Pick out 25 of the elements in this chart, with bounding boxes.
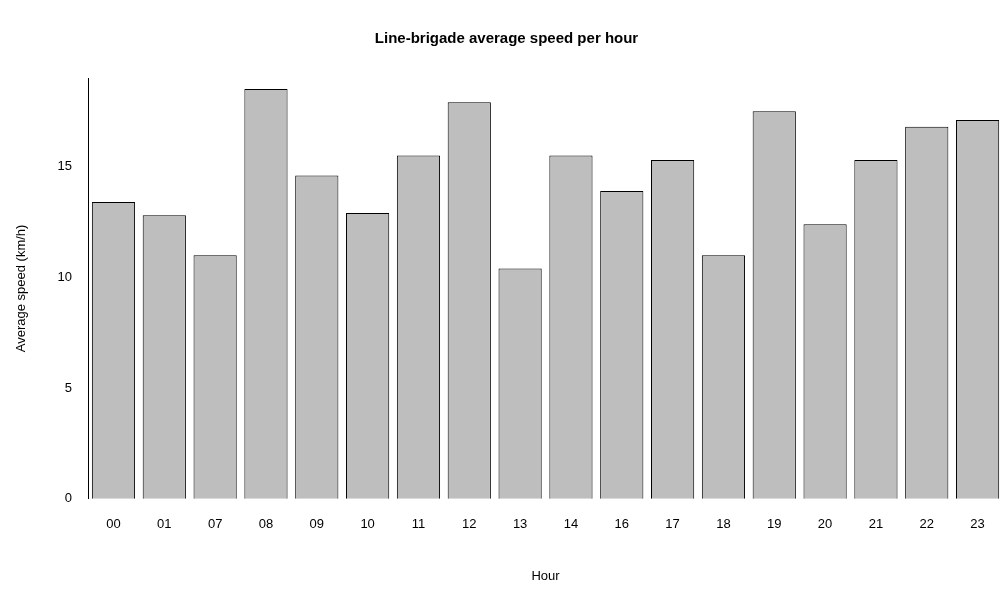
- x-tick-label: 00: [106, 516, 121, 532]
- x-tick-label: 11: [411, 516, 426, 532]
- y-tick-label: 15: [57, 158, 73, 174]
- x-tick-label: 10: [360, 516, 375, 532]
- y-axis-title: Average speed (km/h): [13, 224, 29, 353]
- y-tick-label: 10: [57, 268, 73, 284]
- x-tick-label: 08: [258, 516, 274, 532]
- x-tick-label: 16: [614, 516, 630, 532]
- x-tick-label: 20: [817, 516, 833, 532]
- chart-title: Line-brigade average speed per hour: [374, 29, 639, 47]
- x-tick-label: 13: [512, 516, 528, 532]
- x-tick-label: 19: [767, 516, 782, 532]
- x-tick-label: 01: [157, 516, 172, 532]
- x-tick-label: 14: [563, 516, 579, 532]
- x-tick-label: 09: [309, 516, 325, 532]
- x-tick-label: 21: [868, 516, 884, 532]
- x-tick-label: 17: [665, 516, 680, 532]
- x-tick-label: 18: [716, 516, 731, 532]
- y-tick-label: 0: [64, 490, 73, 506]
- x-tick-label: 22: [919, 516, 934, 532]
- x-tick-label: 23: [970, 516, 985, 532]
- x-tick-label: 07: [207, 516, 223, 532]
- x-tick-label: 12: [462, 516, 477, 532]
- y-tick-label: 5: [64, 379, 73, 395]
- x-axis-title: Hour: [531, 567, 561, 583]
